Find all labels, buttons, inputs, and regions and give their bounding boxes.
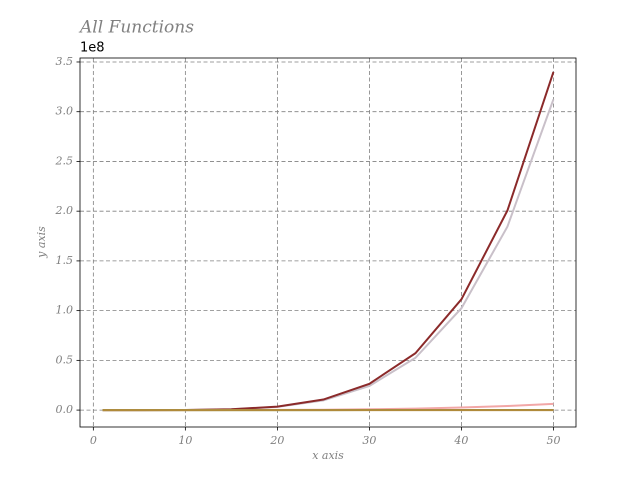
y-tick-label: 1.0 <box>56 304 74 317</box>
x-tick-label: 40 <box>453 434 468 447</box>
y-tick-label: 0.5 <box>56 353 74 366</box>
y-tick-label: 3.5 <box>56 55 74 68</box>
y-tick-label: 1.5 <box>56 254 74 267</box>
y-tick-label: 3.0 <box>56 105 74 118</box>
y-offset-label: 1e8 <box>80 41 105 56</box>
y-tick-label: 2.5 <box>55 154 74 167</box>
x-tick-label: 50 <box>546 434 560 447</box>
y-axis-label: y axis <box>35 226 48 259</box>
chart-title: All Functions <box>78 18 194 38</box>
x-tick-label: 20 <box>269 434 284 447</box>
y-tick-label: 0.0 <box>56 403 74 416</box>
plot-frame <box>79 57 577 428</box>
y-tick-label: 2.0 <box>55 204 74 217</box>
x-tick-label: 0 <box>90 434 97 447</box>
x-axis-label: x axis <box>312 449 344 462</box>
x-tick-label: 10 <box>178 434 192 447</box>
x-tick-label: 30 <box>362 434 376 447</box>
